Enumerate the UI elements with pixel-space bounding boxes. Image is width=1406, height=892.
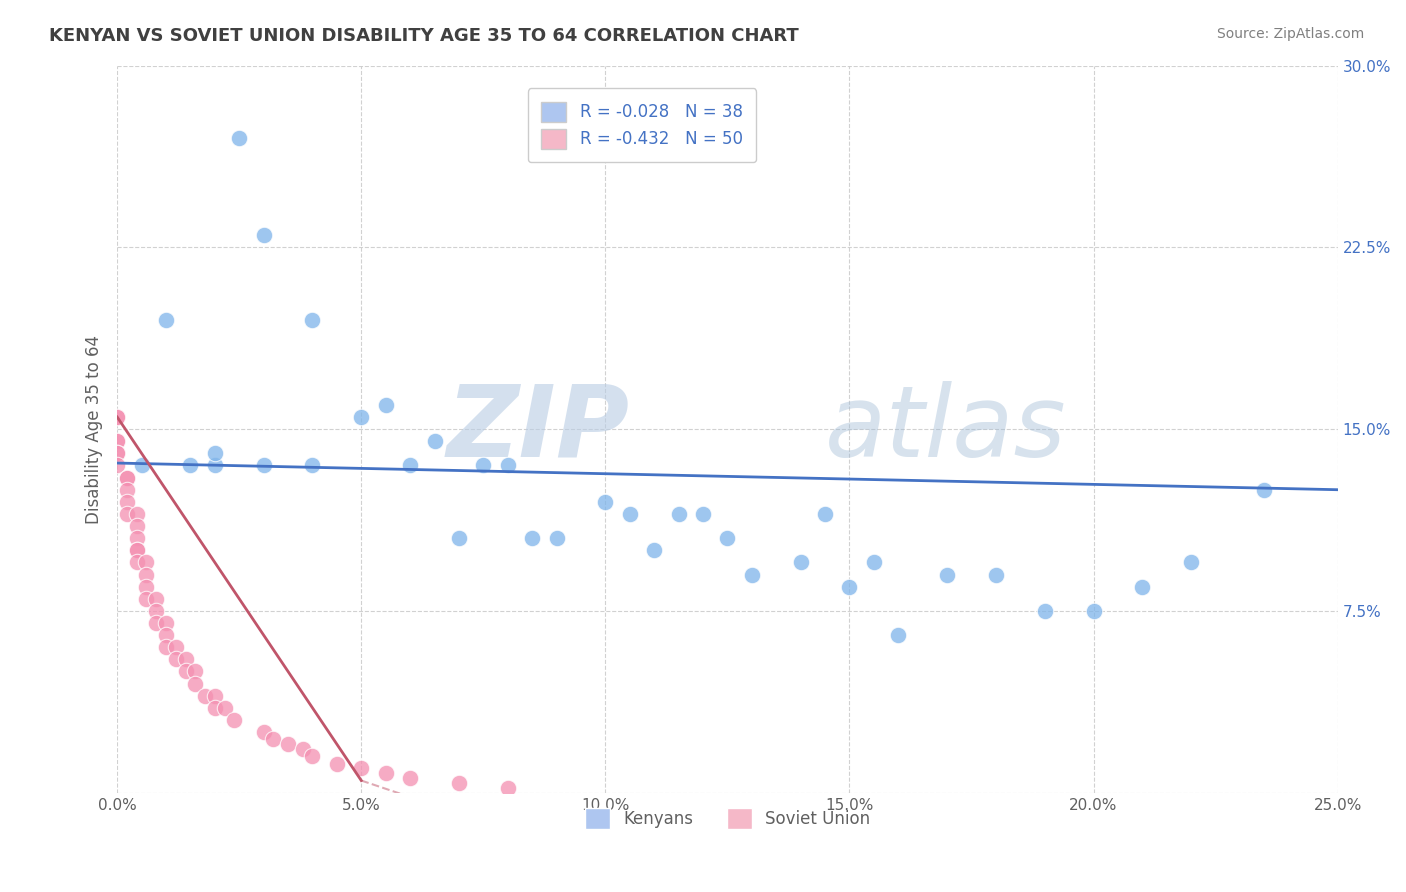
Point	[204, 689, 226, 703]
Point	[155, 640, 177, 655]
Point	[125, 507, 148, 521]
Point	[105, 458, 128, 473]
Point	[165, 640, 187, 655]
Point	[115, 483, 138, 497]
Point	[115, 507, 138, 521]
Point	[145, 615, 167, 630]
Point	[125, 543, 148, 558]
Point	[131, 458, 153, 473]
Point	[301, 313, 323, 327]
Point	[619, 507, 641, 521]
Point	[184, 676, 207, 690]
Point	[105, 446, 128, 460]
Point	[155, 628, 177, 642]
Point	[105, 434, 128, 449]
Point	[105, 434, 128, 449]
Point	[125, 519, 148, 533]
Y-axis label: Disability Age 35 to 64: Disability Age 35 to 64	[86, 334, 103, 524]
Point	[155, 615, 177, 630]
Point	[716, 531, 738, 545]
Point	[984, 567, 1007, 582]
Point	[135, 591, 157, 606]
Point	[135, 580, 157, 594]
Point	[1130, 580, 1153, 594]
Point	[1253, 483, 1275, 497]
Text: KENYAN VS SOVIET UNION DISABILITY AGE 35 TO 64 CORRELATION CHART: KENYAN VS SOVIET UNION DISABILITY AGE 35…	[49, 27, 799, 45]
Point	[1033, 604, 1056, 618]
Point	[863, 556, 886, 570]
Point	[447, 776, 470, 790]
Point	[838, 580, 860, 594]
Point	[228, 131, 250, 145]
Point	[115, 470, 138, 484]
Text: ZIP: ZIP	[447, 381, 630, 477]
Point	[595, 495, 617, 509]
Point	[105, 409, 128, 424]
Point	[204, 701, 226, 715]
Point	[399, 771, 422, 785]
Point	[496, 780, 519, 795]
Point	[214, 701, 236, 715]
Point	[374, 766, 396, 780]
Point	[447, 531, 470, 545]
Text: Source: ZipAtlas.com: Source: ZipAtlas.com	[1216, 27, 1364, 41]
Point	[135, 556, 157, 570]
Point	[643, 543, 665, 558]
Point	[814, 507, 837, 521]
Point	[145, 591, 167, 606]
Point	[668, 507, 690, 521]
Point	[179, 458, 201, 473]
Point	[277, 737, 299, 751]
Point	[253, 228, 276, 243]
Point	[262, 732, 284, 747]
Point	[184, 665, 207, 679]
Point	[496, 458, 519, 473]
Point	[326, 756, 349, 771]
Point	[936, 567, 959, 582]
Point	[789, 556, 811, 570]
Point	[194, 689, 217, 703]
Point	[105, 446, 128, 460]
Point	[472, 458, 495, 473]
Point	[423, 434, 446, 449]
Point	[125, 531, 148, 545]
Point	[301, 458, 323, 473]
Point	[204, 458, 226, 473]
Point	[125, 556, 148, 570]
Point	[692, 507, 714, 521]
Point	[291, 742, 314, 756]
Point	[155, 313, 177, 327]
Point	[546, 531, 568, 545]
Point	[301, 749, 323, 764]
Point	[374, 398, 396, 412]
Point	[174, 665, 197, 679]
Point	[741, 567, 763, 582]
Point	[253, 725, 276, 739]
Point	[174, 652, 197, 666]
Point	[399, 458, 422, 473]
Point	[115, 495, 138, 509]
Point	[224, 713, 246, 727]
Point	[887, 628, 910, 642]
Point	[145, 604, 167, 618]
Point	[1083, 604, 1105, 618]
Text: atlas: atlas	[825, 381, 1067, 477]
Point	[105, 409, 128, 424]
Point	[350, 409, 373, 424]
Point	[253, 458, 276, 473]
Point	[115, 470, 138, 484]
Point	[204, 446, 226, 460]
Point	[1180, 556, 1202, 570]
Point	[520, 531, 543, 545]
Point	[125, 543, 148, 558]
Point	[165, 652, 187, 666]
Point	[135, 567, 157, 582]
Point	[350, 761, 373, 775]
Legend: Kenyans, Soviet Union: Kenyans, Soviet Union	[578, 802, 877, 835]
